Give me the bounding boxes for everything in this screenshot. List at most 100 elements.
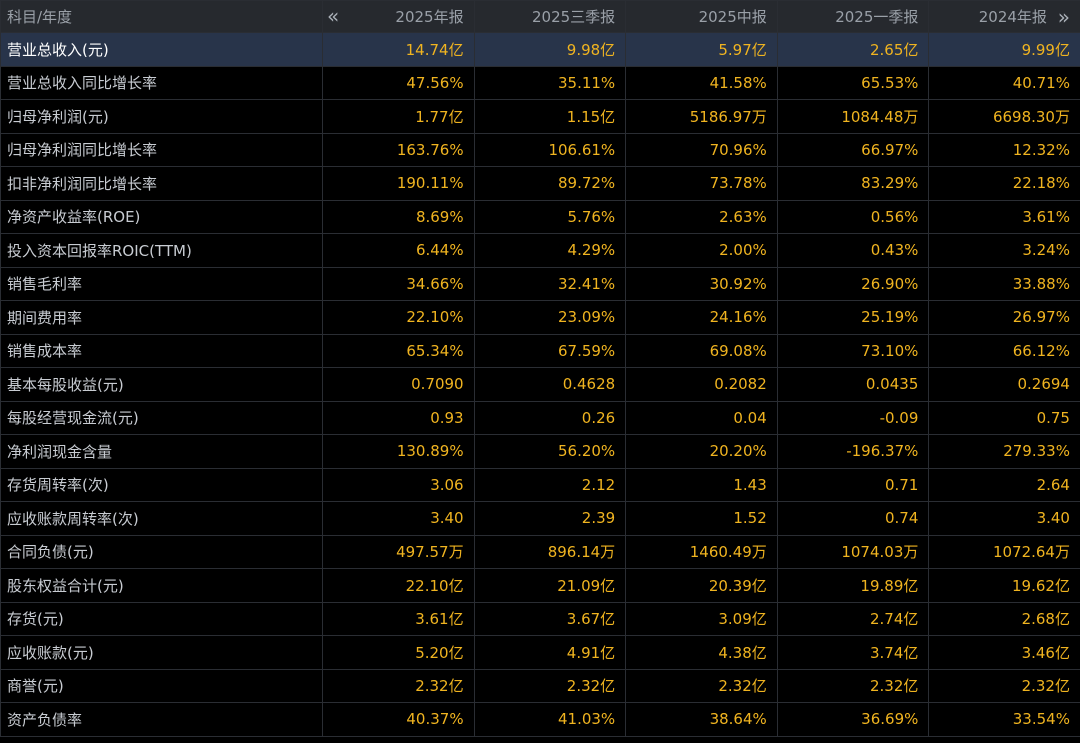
table-row[interactable]: 股东权益合计(元) 22.10亿 21.09亿 20.39亿 19.89亿 19.62亿	[0, 568, 1080, 603]
value-cell: 106.61%	[473, 132, 627, 167]
period-header[interactable]: 2025三季报	[473, 0, 627, 33]
value-cell: 56.20%	[473, 434, 627, 469]
table-row[interactable]: 存货(元) 3.61亿 3.67亿 3.09亿 2.74亿 2.68亿	[0, 601, 1080, 636]
value-cell: 21.09亿	[473, 568, 627, 603]
value-cell: 9.98亿	[473, 32, 627, 67]
row-label: 应收账款周转率(次)	[0, 501, 323, 536]
value-cell: 130.89%	[322, 434, 475, 469]
value-cell: 4.91亿	[473, 635, 627, 670]
value-cell: 34.66%	[322, 266, 475, 301]
row-label: 归母净利润(元)	[0, 99, 323, 134]
value-cell: 2.65亿	[776, 32, 930, 67]
value-cell: 69.08%	[625, 333, 778, 368]
table-row[interactable]: 扣非净利润同比增长率 190.11% 89.72% 73.78% 83.29% 22.18…	[0, 166, 1080, 201]
value-cell: 14.74亿	[322, 32, 475, 67]
table-row[interactable]: 资产负债率 40.37% 41.03% 38.64% 36.69% 33.54%	[0, 702, 1080, 737]
value-cell: 3.24%	[928, 233, 1080, 268]
prev-periods-icon[interactable]: «	[327, 4, 340, 28]
period-header[interactable]: 2024年报 »	[928, 0, 1080, 33]
row-label: 资产负债率	[0, 702, 323, 737]
value-cell: 3.40	[322, 501, 475, 536]
value-cell: 33.88%	[928, 266, 1080, 301]
value-cell: 0.04	[625, 400, 778, 435]
value-cell: 12.32%	[928, 132, 1080, 167]
row-label: 存货周转率(次)	[0, 467, 323, 502]
value-cell: 3.06	[322, 467, 475, 502]
value-cell: 70.96%	[625, 132, 778, 167]
value-cell: 25.19%	[776, 300, 930, 335]
value-cell: 3.09亿	[625, 601, 778, 636]
table-row[interactable]: 归母净利润同比增长率 163.76% 106.61% 70.96% 66.97% 12.3…	[0, 132, 1080, 167]
value-cell: 19.89亿	[776, 568, 930, 603]
table-row[interactable]: 归母净利润(元) 1.77亿 1.15亿 5186.97万 1084.48万 6698.3…	[0, 99, 1080, 134]
value-cell: 1.77亿	[322, 99, 475, 134]
table-row[interactable]: 存货周转率(次) 3.06 2.12 1.43 0.71 2.64	[0, 467, 1080, 502]
value-cell: 32.41%	[473, 266, 627, 301]
table-row[interactable]: 合同负债(元) 497.57万 896.14万 1460.49万 1074.03万 107…	[0, 534, 1080, 569]
value-cell: 0.2082	[625, 367, 778, 402]
value-cell: 5186.97万	[625, 99, 778, 134]
row-label: 期间费用率	[0, 300, 323, 335]
value-cell: 4.38亿	[625, 635, 778, 670]
row-label: 营业总收入(元)	[0, 32, 323, 67]
value-cell: 163.76%	[322, 132, 475, 167]
value-cell: 2.68亿	[928, 601, 1080, 636]
value-cell: 5.97亿	[625, 32, 778, 67]
next-periods-icon[interactable]: »	[1057, 5, 1070, 30]
table-row[interactable]: 应收账款(元) 5.20亿 4.91亿 4.38亿 3.74亿 3.46亿	[0, 635, 1080, 670]
header-label: 科目/年度	[7, 8, 73, 26]
value-cell: 6698.30万	[928, 99, 1080, 134]
value-cell: 3.61亿	[322, 601, 475, 636]
value-cell: 20.39亿	[625, 568, 778, 603]
row-label: 归母净利润同比增长率	[0, 132, 323, 167]
table-row[interactable]: 每股经营现金流(元) 0.93 0.26 0.04 -0.09 0.75	[0, 400, 1080, 435]
value-cell: 23.09%	[473, 300, 627, 335]
value-cell: 26.97%	[928, 300, 1080, 335]
period-header[interactable]: 2025中报	[625, 0, 778, 33]
value-cell: 2.00%	[625, 233, 778, 268]
value-cell: 73.10%	[776, 333, 930, 368]
value-cell: 20.20%	[625, 434, 778, 469]
value-cell: 22.18%	[928, 166, 1080, 201]
value-cell: 6.44%	[322, 233, 475, 268]
row-label: 销售成本率	[0, 333, 323, 368]
value-cell: 2.32亿	[322, 668, 475, 703]
period-label: 2024年报	[978, 7, 1047, 26]
value-cell: 19.62亿	[928, 568, 1080, 603]
value-cell: 35.11%	[473, 65, 627, 100]
value-cell: 3.74亿	[776, 635, 930, 670]
value-cell: 22.10亿	[322, 568, 475, 603]
value-cell: 2.39	[473, 501, 627, 536]
table-row[interactable]: 投入资本回报率ROIC(TTM) 6.44% 4.29% 2.00% 0.43% 3.24…	[0, 233, 1080, 268]
table-row[interactable]: 销售成本率 65.34% 67.59% 69.08% 73.10% 66.12%	[0, 333, 1080, 368]
value-cell: 0.43%	[776, 233, 930, 268]
value-cell: 8.69%	[322, 199, 475, 234]
table-row[interactable]: 营业总收入(元) 14.74亿 9.98亿 5.97亿 2.65亿 9.99亿	[0, 32, 1080, 67]
table-row[interactable]: 净利润现金含量 130.89% 56.20% 20.20% -196.37% 279.33…	[0, 434, 1080, 469]
table-row[interactable]: 应收账款周转率(次) 3.40 2.39 1.52 0.74 3.40	[0, 501, 1080, 536]
row-label: 合同负债(元)	[0, 534, 323, 569]
value-cell: 0.71	[776, 467, 930, 502]
value-cell: 0.75	[928, 400, 1080, 435]
value-cell: 1.15亿	[473, 99, 627, 134]
value-cell: 89.72%	[473, 166, 627, 201]
value-cell: 38.64%	[625, 702, 778, 737]
table-row[interactable]: 商誉(元) 2.32亿 2.32亿 2.32亿 2.32亿 2.32亿	[0, 668, 1080, 703]
row-label: 净资产收益率(ROE)	[0, 199, 323, 234]
value-cell: 3.61%	[928, 199, 1080, 234]
table-row[interactable]: 期间费用率 22.10% 23.09% 24.16% 25.19% 26.97%	[0, 300, 1080, 335]
value-cell: 0.4628	[473, 367, 627, 402]
period-header[interactable]: « 2025年报	[322, 0, 475, 33]
table-row[interactable]: 净资产收益率(ROE) 8.69% 5.76% 2.63% 0.56% 3.61%	[0, 199, 1080, 234]
period-header[interactable]: 2025一季报	[776, 0, 930, 33]
value-cell: 2.63%	[625, 199, 778, 234]
table-row[interactable]: 销售毛利率 34.66% 32.41% 30.92% 26.90% 33.88%	[0, 266, 1080, 301]
table-row[interactable]: 营业总收入同比增长率 47.56% 35.11% 41.58% 65.53% 40.71%	[0, 65, 1080, 100]
value-cell: 5.76%	[473, 199, 627, 234]
table-row[interactable]: 基本每股收益(元) 0.7090 0.4628 0.2082 0.0435 0.2694	[0, 367, 1080, 402]
value-cell: 41.03%	[473, 702, 627, 737]
table-body: 营业总收入(元) 14.74亿 9.98亿 5.97亿 2.65亿 9.99亿 营业总收入同…	[0, 32, 1080, 737]
header-row: 科目/年度 « 2025年报 2025三季报 2025中报 2025一季报 20…	[0, 0, 1080, 33]
value-cell: 190.11%	[322, 166, 475, 201]
